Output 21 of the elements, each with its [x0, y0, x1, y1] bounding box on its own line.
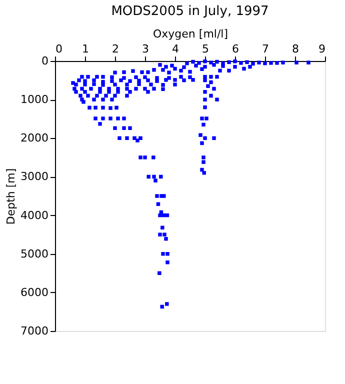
y-tick-label: 7000 [20, 324, 48, 338]
y-tick-label: 4000 [20, 208, 48, 222]
x-tick-label: 1 [82, 42, 89, 56]
x-tick-label: 7 [262, 42, 269, 56]
y-tick-label: 5000 [20, 247, 48, 260]
y-axis-title: Depth [m] [4, 168, 18, 225]
y-tick-label: 1000 [20, 93, 48, 106]
x-tick-label: 9 [318, 42, 326, 56]
x-tick-label: 8 [292, 42, 299, 56]
x-tick-label: 6 [232, 42, 239, 56]
y-tick-label: 2000 [20, 132, 48, 145]
x-axis-title: Oxygen [ml/l] [152, 28, 228, 40]
x-tick-label: 3 [142, 42, 149, 56]
y-tick-label: 0 [42, 54, 48, 68]
x-tick-label: 0 [56, 42, 62, 56]
x-tick-label: 4 [172, 42, 179, 56]
y-tick-label: 6000 [20, 286, 48, 299]
chart-title: MODS2005 in July, 1997 [111, 4, 269, 19]
x-tick-label: 5 [202, 42, 209, 56]
x-tick-label: 2 [112, 42, 119, 56]
y-tick-label: 3000 [20, 170, 48, 184]
